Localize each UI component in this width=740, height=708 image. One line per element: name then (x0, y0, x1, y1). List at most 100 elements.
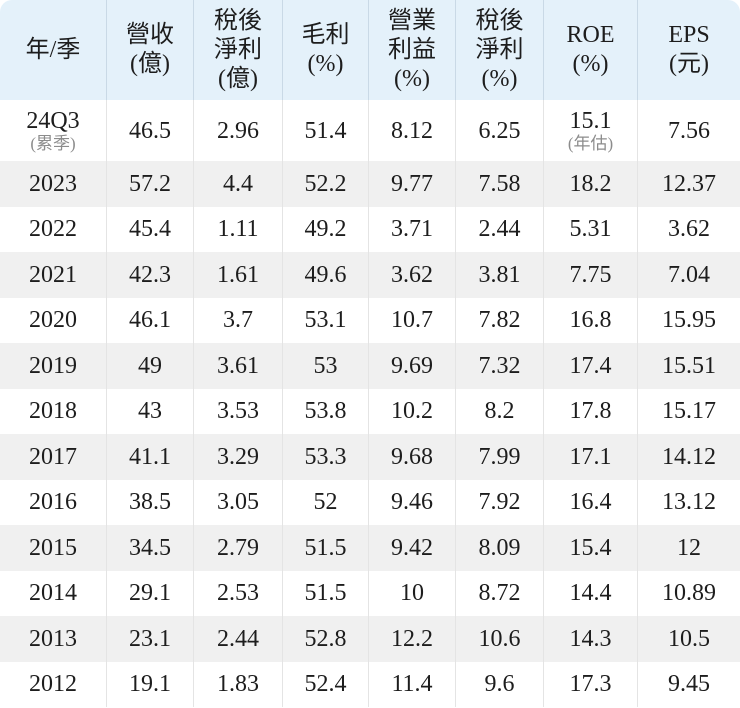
value-cell: 2.44 (193, 616, 282, 662)
cell-value: 1.83 (217, 671, 259, 698)
cell-value: 3.62 (668, 216, 710, 243)
value-cell: 52.2 (282, 161, 368, 207)
cell-value: 2013 (29, 625, 77, 652)
cell-value: 2.44 (217, 625, 259, 652)
value-cell: 52 (282, 479, 368, 525)
cell-value: 7.32 (478, 352, 521, 379)
cell-value: 41.1 (129, 443, 171, 470)
table-row-2019: 2019 49 3.61 53 9.69 7.32 17.4 15.51 (0, 343, 740, 389)
cell-value: 7.99 (478, 443, 521, 470)
cell-value: 7.75 (569, 261, 612, 288)
cell-value: 51.4 (304, 117, 347, 144)
year-cell: 2018 (0, 388, 106, 434)
value-cell: 9.42 (368, 525, 455, 571)
cell-value: 29.1 (129, 580, 171, 607)
cell-value: 19.1 (129, 671, 171, 698)
cell-value: 4.4 (223, 170, 253, 197)
table-row-2016: 2016 38.5 3.05 52 9.46 7.92 16.4 13.12 (0, 479, 740, 525)
value-cell: 10.5 (637, 616, 740, 662)
cell-value: 53.3 (304, 443, 347, 470)
value-cell: 10 (368, 570, 455, 616)
cell-value: 3.7 (223, 307, 253, 334)
value-cell: 51.5 (282, 525, 368, 571)
cell-value: 17.3 (569, 671, 612, 698)
column-header-text: (億) (130, 51, 170, 77)
value-cell: 8.09 (455, 525, 543, 571)
value-cell: 3.71 (368, 206, 455, 252)
table-row-2018: 2018 43 3.53 53.8 10.2 8.2 17.8 15.17 (0, 388, 740, 434)
table-row-2022: 2022 45.4 1.11 49.2 3.71 2.44 5.31 3.62 (0, 206, 740, 252)
value-cell: 3.29 (193, 434, 282, 480)
column-header-gross-margin: 毛利 (%) (282, 0, 368, 100)
cell-value: 46.5 (129, 117, 171, 144)
cell-value: 2023 (29, 170, 77, 197)
value-cell: 45.4 (106, 206, 193, 252)
cell-value: 3.62 (391, 261, 433, 288)
cell-value: 52.4 (304, 671, 347, 698)
column-header-text: 利益 (388, 36, 436, 63)
cell-value: 8.2 (484, 398, 515, 425)
cell-value: 52.2 (304, 170, 347, 197)
cell-value: 9.6 (484, 671, 515, 698)
cell-value: 7.82 (478, 307, 521, 334)
cell-value: 12.2 (391, 625, 433, 652)
column-header-text: (%) (572, 51, 609, 77)
value-cell: 3.62 (637, 206, 740, 252)
value-cell: 2.96 (193, 100, 282, 161)
value-cell: 15.51 (637, 343, 740, 389)
table-body: 24Q3 (累季) 46.5 2.96 51.4 8.12 6.25 15.1 (年估) 7.56… (0, 100, 740, 707)
cell-value: 49.2 (304, 216, 347, 243)
value-cell: 9.68 (368, 434, 455, 480)
column-header-text: (億) (218, 65, 258, 92)
value-cell: 1.61 (193, 252, 282, 298)
cell-value: 7.92 (478, 489, 521, 516)
cell-value: 8.09 (478, 534, 521, 561)
cell-value: 43 (138, 398, 162, 425)
value-cell: 9.69 (368, 343, 455, 389)
value-cell: 43 (106, 388, 193, 434)
column-header-text: 營業 (388, 7, 436, 34)
cell-value: 11.4 (391, 671, 433, 698)
year-cell: 2014 (0, 570, 106, 616)
value-cell: 7.92 (455, 479, 543, 525)
column-header-eps: EPS (元) (637, 0, 740, 100)
value-cell: 6.25 (455, 100, 543, 161)
cell-value: 46.1 (129, 307, 171, 334)
value-cell: 3.05 (193, 479, 282, 525)
cell-value: 38.5 (129, 489, 171, 516)
value-cell: 11.4 (368, 661, 455, 707)
cell-value: 2018 (29, 398, 77, 425)
year-cell: 2020 (0, 297, 106, 343)
cell-value: 24Q3 (26, 108, 80, 134)
cell-value: 57.2 (129, 170, 171, 197)
value-cell: 17.8 (543, 388, 637, 434)
cell-value: 1.61 (217, 261, 259, 288)
value-cell: 3.62 (368, 252, 455, 298)
column-header-text: 淨利 (214, 36, 262, 63)
value-cell: 10.2 (368, 388, 455, 434)
value-cell: 49.2 (282, 206, 368, 252)
cell-value: 2.44 (478, 216, 521, 243)
value-cell: 15.4 (543, 525, 637, 571)
value-cell: 9.77 (368, 161, 455, 207)
cell-value: 10.89 (662, 580, 716, 607)
column-header-text: 稅後 (214, 7, 262, 34)
cell-value: 9.68 (391, 443, 433, 470)
value-cell: 7.58 (455, 161, 543, 207)
value-cell: 8.72 (455, 570, 543, 616)
year-cell: 2016 (0, 479, 106, 525)
value-cell: 57.2 (106, 161, 193, 207)
cell-value: 2014 (29, 580, 77, 607)
value-cell: 7.99 (455, 434, 543, 480)
cell-value: 49.6 (304, 261, 347, 288)
value-cell: 15.95 (637, 297, 740, 343)
cell-value: 52 (313, 489, 338, 516)
column-header-net-income: 稅後 淨利 (億) (193, 0, 282, 100)
value-cell: 15.1 (年估) (543, 100, 637, 161)
table-row-24Q3: 24Q3 (累季) 46.5 2.96 51.4 8.12 6.25 15.1 (年估) 7.56 (0, 100, 740, 161)
cell-value: 51.5 (304, 580, 347, 607)
year-cell: 2017 (0, 434, 106, 480)
value-cell: 9.45 (637, 661, 740, 707)
year-cell: 24Q3 (累季) (0, 100, 106, 161)
value-cell: 7.75 (543, 252, 637, 298)
